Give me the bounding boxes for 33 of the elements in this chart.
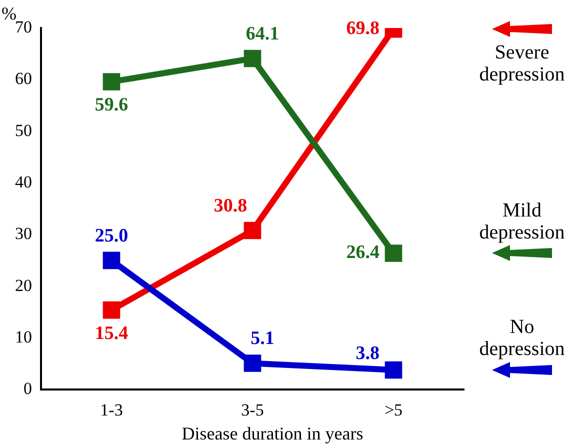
point (102, 73, 120, 90)
x-tick-label: 1-3 (100, 400, 123, 420)
y-tick-label: 60 (15, 69, 32, 88)
legend-label: Severe depression (479, 41, 565, 86)
point (384, 361, 402, 379)
data-label: 64.1 (246, 23, 280, 44)
data-label: 15.4 (94, 322, 129, 344)
y-tick-label: 40 (15, 172, 32, 192)
y-tick-label: 70 (15, 17, 32, 36)
point (244, 354, 262, 372)
data-label: 59.6 (94, 94, 128, 116)
x-tick-label: 3-5 (241, 400, 264, 420)
point (384, 244, 402, 262)
data-label: 69.8 (346, 18, 380, 39)
point (102, 252, 120, 270)
x-axis-title: Disease duration in years (182, 424, 364, 444)
point (102, 301, 120, 319)
y-tick-label: 0 (24, 379, 32, 398)
point (244, 222, 262, 240)
data-label: 30.8 (214, 195, 248, 216)
y-tick-label: 50 (15, 120, 32, 140)
y-tick-label: 20 (15, 276, 32, 295)
data-label: 25.0 (94, 225, 128, 246)
y-axis-title: % (2, 4, 16, 24)
text: Mild depression (479, 199, 565, 244)
y-tick-label: 30 (15, 224, 32, 244)
y-tick-label: 10 (15, 327, 32, 346)
text: No depression (479, 316, 565, 360)
data-label: 3.8 (356, 342, 380, 364)
data-label: 5.1 (250, 328, 274, 350)
x-tick-label: >5 (384, 400, 403, 420)
data-label: 26.4 (346, 242, 380, 264)
point (244, 50, 262, 68)
